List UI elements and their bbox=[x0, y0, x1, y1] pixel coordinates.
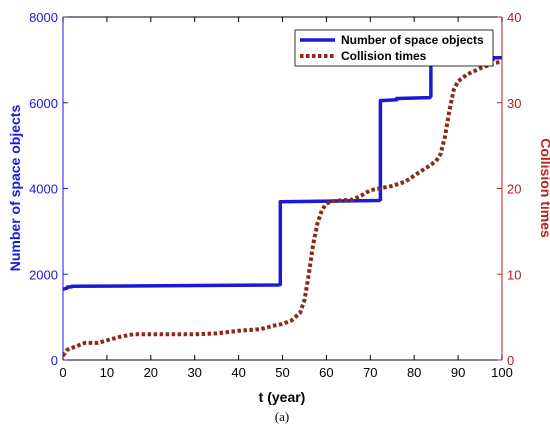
x-axis-label: t (year) bbox=[259, 389, 306, 405]
legend: Number of space objects Collision times bbox=[294, 29, 494, 67]
axes-layer: 0 10 20 30 40 50 60 70 80 90 100020004000600080000… bbox=[29, 10, 521, 380]
x-tick-label: 100 bbox=[491, 365, 513, 380]
right-y-tick-label: 0 bbox=[507, 353, 514, 368]
left-y-tick-label: 0 bbox=[51, 353, 58, 368]
plot-area bbox=[63, 17, 502, 360]
right-y-tick-label: 10 bbox=[507, 267, 521, 282]
x-tick-label: 40 bbox=[231, 365, 245, 380]
x-tick-label: 10 bbox=[100, 365, 114, 380]
legend-label: Number of space objects bbox=[341, 33, 484, 47]
x-tick-label: 70 bbox=[363, 365, 377, 380]
plot-background bbox=[63, 17, 502, 360]
left-y-tick-label: 6000 bbox=[29, 96, 58, 111]
right-y-tick-label: 30 bbox=[507, 96, 521, 111]
left-y-tick-label: 4000 bbox=[29, 182, 58, 197]
left-y-tick-label: 8000 bbox=[29, 10, 58, 25]
x-tick-label: 20 bbox=[144, 365, 158, 380]
x-tick-label: 60 bbox=[319, 365, 333, 380]
legend-box bbox=[294, 29, 494, 67]
left-y-tick-label: 2000 bbox=[29, 267, 58, 282]
figure-caption: (a) bbox=[275, 409, 289, 424]
right-y-tick-label: 40 bbox=[507, 10, 521, 25]
x-tick-label: 80 bbox=[407, 365, 421, 380]
series-line-collision-times bbox=[63, 59, 502, 357]
x-tick-label: 50 bbox=[275, 365, 289, 380]
legend-label: Collision times bbox=[341, 49, 427, 63]
left-y-axis-label: Number of space objects bbox=[7, 105, 23, 272]
x-tick-label: 30 bbox=[187, 365, 201, 380]
x-tick-label: 0 bbox=[59, 365, 66, 380]
right-y-tick-label: 20 bbox=[507, 182, 521, 197]
x-tick-label: 90 bbox=[451, 365, 465, 380]
right-y-axis-label: Collision times bbox=[538, 138, 550, 238]
